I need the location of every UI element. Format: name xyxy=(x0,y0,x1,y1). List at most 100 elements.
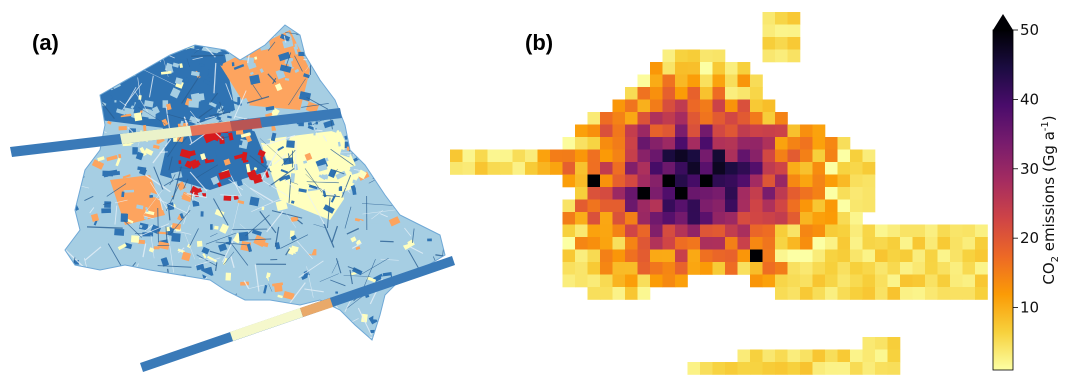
district-block xyxy=(174,312,183,318)
district-block xyxy=(341,60,351,69)
district-block xyxy=(83,90,94,99)
street-segment xyxy=(198,107,214,119)
emission-cell xyxy=(937,287,951,300)
emission-cell xyxy=(637,124,651,138)
district-block xyxy=(149,194,154,198)
district-block xyxy=(427,238,432,242)
district-block xyxy=(173,312,186,322)
street-segment xyxy=(221,238,235,263)
street-segment xyxy=(189,228,199,247)
district-block xyxy=(91,177,100,185)
district-block xyxy=(188,100,199,108)
emission-cell xyxy=(812,274,826,288)
street-segment xyxy=(147,326,151,340)
emission-cell xyxy=(625,112,638,125)
emission-cell xyxy=(825,249,838,263)
street-segment xyxy=(230,175,242,197)
street-segment xyxy=(84,270,113,285)
district-block xyxy=(216,71,227,81)
street-segment xyxy=(153,166,164,190)
district-block xyxy=(351,187,357,196)
emission-cell xyxy=(650,199,663,213)
emission-cell xyxy=(675,112,688,125)
district-block xyxy=(114,100,117,103)
district-block xyxy=(257,149,266,158)
district-block xyxy=(432,216,438,225)
district-block xyxy=(186,289,195,299)
emission-cell xyxy=(812,249,826,263)
district-block xyxy=(127,53,140,63)
emission-cell xyxy=(737,224,751,238)
district-block xyxy=(95,285,105,294)
street-segment xyxy=(319,273,339,282)
emission-cell xyxy=(950,249,963,263)
district-block xyxy=(382,152,391,159)
district-block xyxy=(126,30,138,41)
district-block xyxy=(397,62,406,71)
district-block xyxy=(124,50,134,57)
street-segment xyxy=(306,32,320,49)
emission-cell xyxy=(975,224,988,238)
emission-cell xyxy=(775,187,788,200)
street-segment xyxy=(209,92,219,103)
emission-cell xyxy=(650,274,663,288)
street-segment xyxy=(72,298,76,314)
district-block xyxy=(384,257,396,265)
emission-cell xyxy=(900,274,913,288)
district-block xyxy=(132,309,141,315)
emission-cell xyxy=(712,237,726,250)
street-segment xyxy=(92,50,101,84)
district-block xyxy=(410,179,416,185)
district-block xyxy=(237,199,245,205)
emission-cell xyxy=(750,137,763,150)
district-block xyxy=(313,30,326,42)
street-segment xyxy=(436,135,440,162)
street-segment xyxy=(109,322,114,338)
emission-cell xyxy=(587,124,601,138)
emission-cell xyxy=(875,349,888,363)
emission-cell xyxy=(562,237,576,250)
emission-cell xyxy=(625,187,638,200)
street-segment xyxy=(197,317,203,323)
emission-cell xyxy=(712,187,726,200)
emission-cell xyxy=(462,162,476,175)
district-block xyxy=(88,338,95,340)
emission-cell xyxy=(862,337,876,350)
street-segment xyxy=(76,277,79,287)
emission-cell xyxy=(775,224,788,238)
district-block xyxy=(123,281,133,289)
district-block xyxy=(378,105,386,112)
district-block xyxy=(408,170,418,179)
emission-cell xyxy=(875,337,888,350)
street-segment xyxy=(123,219,142,238)
district-block xyxy=(326,328,331,334)
emission-cell xyxy=(750,237,763,250)
district-block xyxy=(198,63,205,68)
district-block xyxy=(266,145,279,156)
district-block xyxy=(266,160,273,166)
street-segment xyxy=(259,210,277,234)
district-block xyxy=(92,105,100,111)
emission-cell xyxy=(687,187,701,200)
emission-cell xyxy=(887,362,901,375)
emission-cell xyxy=(625,174,638,188)
district-block xyxy=(220,291,229,302)
emission-cell xyxy=(850,349,863,363)
district-block xyxy=(128,278,141,288)
emission-cell xyxy=(650,237,663,250)
district-block xyxy=(227,281,235,288)
district-block xyxy=(418,118,427,127)
emission-cell xyxy=(475,149,488,163)
district-block xyxy=(335,239,339,246)
emission-cell xyxy=(725,87,738,100)
emission-cell xyxy=(687,87,701,100)
district-block xyxy=(353,157,359,162)
street-segment xyxy=(249,187,274,203)
district-block xyxy=(105,303,116,310)
district-block xyxy=(84,86,91,94)
emission-cell xyxy=(637,99,651,113)
district-block xyxy=(65,117,72,123)
district-block xyxy=(379,59,387,66)
district-block xyxy=(132,337,141,340)
district-block xyxy=(414,258,424,267)
